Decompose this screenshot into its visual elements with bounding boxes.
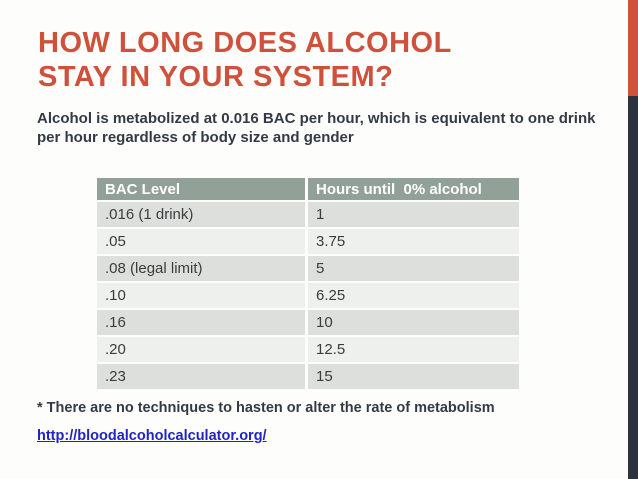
hours-cell: 6.25 xyxy=(308,283,519,308)
bac-table-wrapper: BAC Level Hours until 0% alcohol .016 (1… xyxy=(94,176,522,391)
bac-level-cell: .016 (1 drink) xyxy=(97,202,305,227)
bac-level-cell: .05 xyxy=(97,229,305,254)
edge-stripe-orange xyxy=(628,0,638,96)
hours-cell: 12.5 xyxy=(308,337,519,362)
bac-level-cell: .16 xyxy=(97,310,305,335)
bac-level-cell: .23 xyxy=(97,364,305,389)
page-title: HOW LONG DOES ALCOHOL STAY IN YOUR SYSTE… xyxy=(38,26,452,94)
table-row: .05 3.75 xyxy=(97,229,519,254)
edge-stripe xyxy=(628,0,638,479)
page-title-line1: HOW LONG DOES ALCOHOL xyxy=(38,27,452,59)
slide-subtitle: Alcohol is metabolized at 0.016 BAC per … xyxy=(37,110,596,146)
hours-cell: 10 xyxy=(308,310,519,335)
table-row: .23 15 xyxy=(97,364,519,389)
table-row: .08 (legal limit) 5 xyxy=(97,256,519,281)
hours-cell: 15 xyxy=(308,364,519,389)
footnote: * There are no techniques to hasten or a… xyxy=(37,400,495,416)
bac-table: BAC Level Hours until 0% alcohol .016 (1… xyxy=(94,176,522,391)
hours-cell: 5 xyxy=(308,256,519,281)
table-row: .10 6.25 xyxy=(97,283,519,308)
bac-level-cell: .08 (legal limit) xyxy=(97,256,305,281)
table-row: .016 (1 drink) 1 xyxy=(97,202,519,227)
source-link[interactable]: http://bloodalcoholcalculator.org/ xyxy=(37,428,267,444)
hours-cell: 1 xyxy=(308,202,519,227)
edge-stripe-navy xyxy=(628,96,638,479)
table-row: .16 10 xyxy=(97,310,519,335)
table-header-hours: Hours until 0% alcohol xyxy=(308,178,519,200)
bac-level-cell: .20 xyxy=(97,337,305,362)
page-title-line2: STAY IN YOUR SYSTEM? xyxy=(38,61,394,93)
table-header-row: BAC Level Hours until 0% alcohol xyxy=(97,178,519,200)
table-header-bac-level: BAC Level xyxy=(97,178,305,200)
table-row: .20 12.5 xyxy=(97,337,519,362)
bac-level-cell: .10 xyxy=(97,283,305,308)
hours-cell: 3.75 xyxy=(308,229,519,254)
